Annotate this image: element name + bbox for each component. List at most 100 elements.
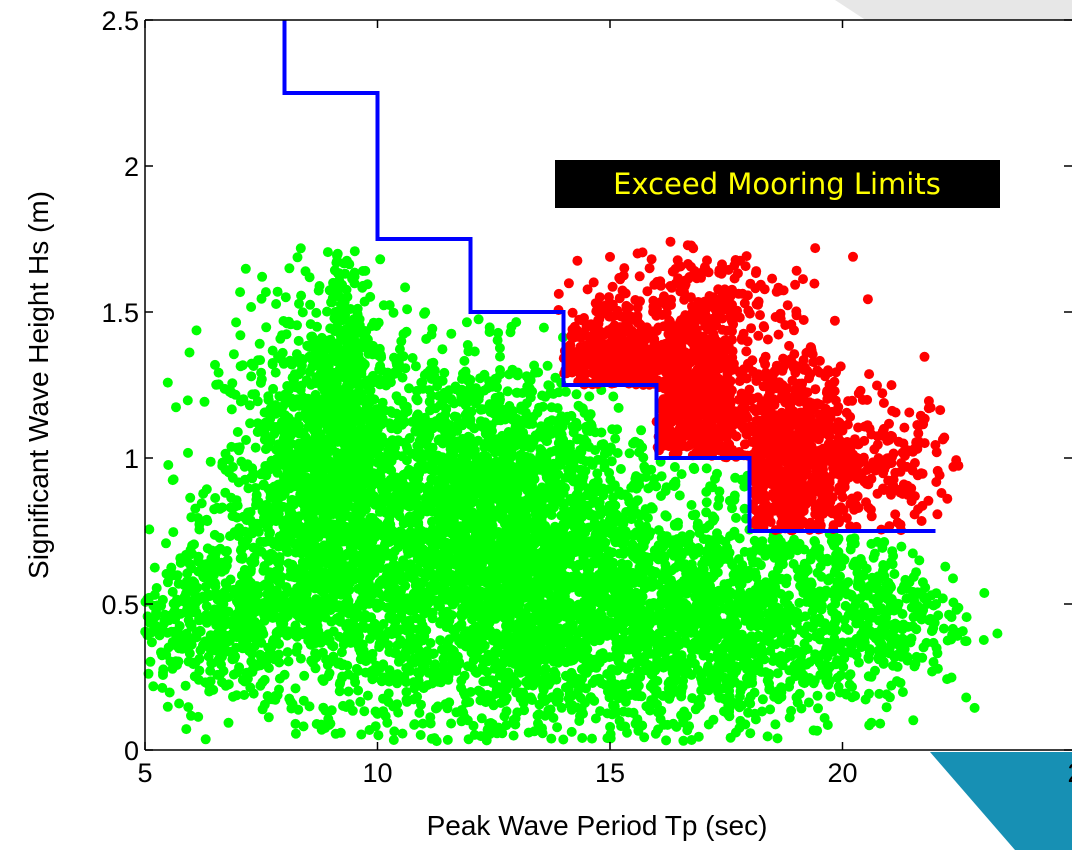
safe-point <box>389 352 399 363</box>
safe-point <box>425 712 436 723</box>
safe-point <box>317 452 328 463</box>
safe-point <box>232 512 242 523</box>
safe-point <box>348 328 359 339</box>
safe-point <box>473 314 484 325</box>
green-points-group <box>140 243 1003 747</box>
safe-point <box>236 456 247 467</box>
safe-point <box>209 504 220 515</box>
safe-point <box>375 254 386 265</box>
safe-point <box>596 427 607 438</box>
safe-point <box>277 407 287 418</box>
safe-point <box>353 529 364 540</box>
safe-point <box>270 367 281 378</box>
safe-point <box>686 500 697 510</box>
safe-point <box>293 424 304 435</box>
safe-point <box>261 499 272 510</box>
safe-point <box>282 546 293 557</box>
safe-point <box>386 604 397 615</box>
safe-point <box>263 394 274 405</box>
safe-point <box>201 514 212 525</box>
safe-point <box>300 266 311 277</box>
safe-point <box>494 392 505 403</box>
safe-point <box>246 302 257 312</box>
safe-point <box>456 619 467 630</box>
safe-point <box>513 609 524 620</box>
safe-point <box>349 613 360 624</box>
safe-point <box>358 601 368 611</box>
safe-point <box>400 282 411 293</box>
safe-point <box>184 347 195 358</box>
safe-point <box>368 370 378 381</box>
safe-point <box>257 467 268 478</box>
safe-point <box>235 287 246 298</box>
safe-point <box>234 442 245 453</box>
safe-point <box>213 379 224 390</box>
safe-point <box>613 654 624 665</box>
safe-point <box>399 560 410 571</box>
safe-point <box>514 599 525 610</box>
safe-point <box>301 593 312 604</box>
safe-point <box>322 422 333 433</box>
safe-point <box>494 670 505 681</box>
safe-point <box>338 565 349 576</box>
safe-point <box>335 330 346 341</box>
safe-point <box>402 304 413 315</box>
safe-point <box>542 360 553 371</box>
safe-point <box>409 719 420 730</box>
safe-point <box>285 418 296 429</box>
safe-point <box>364 477 374 488</box>
safe-point <box>426 733 437 744</box>
safe-point <box>442 734 453 745</box>
safe-point <box>584 391 595 402</box>
safe-point <box>561 514 572 525</box>
safe-point <box>305 299 316 310</box>
safe-point <box>268 383 279 394</box>
safe-point <box>310 563 321 574</box>
safe-point <box>347 429 358 440</box>
safe-point <box>301 453 312 464</box>
safe-point <box>306 379 316 390</box>
safe-point <box>325 605 336 616</box>
safe-point <box>624 448 635 459</box>
safe-point <box>308 485 318 496</box>
safe-point <box>669 520 680 531</box>
safe-point <box>384 647 395 657</box>
safe-point <box>370 422 380 433</box>
safe-point <box>637 442 648 453</box>
safe-point <box>254 338 265 349</box>
safe-point <box>475 373 486 384</box>
safe-point <box>325 341 336 352</box>
safe-point <box>413 675 424 686</box>
safe-point <box>299 497 310 508</box>
safe-point <box>639 732 650 743</box>
safe-point <box>396 351 407 362</box>
safe-point <box>228 349 239 360</box>
safe-point <box>284 263 295 274</box>
safe-point <box>232 427 243 437</box>
safe-point <box>235 361 246 372</box>
safe-point <box>343 580 354 590</box>
safe-point <box>674 490 685 501</box>
safe-point <box>552 722 563 733</box>
safe-point <box>200 734 211 745</box>
safe-point <box>478 676 489 687</box>
safe-point <box>440 584 451 595</box>
safe-point <box>461 697 472 708</box>
safe-point <box>296 290 307 301</box>
safe-point <box>183 447 193 458</box>
safe-point <box>394 511 405 522</box>
safe-point <box>587 733 597 744</box>
safe-point <box>415 598 426 609</box>
safe-point <box>372 547 383 558</box>
safe-point <box>490 646 500 657</box>
safe-point <box>585 409 596 420</box>
safe-point <box>343 531 354 542</box>
safe-point <box>459 355 470 366</box>
safe-point <box>417 620 428 631</box>
safe-point <box>355 654 366 665</box>
safe-point <box>386 423 397 434</box>
safe-point <box>251 500 261 510</box>
safe-point <box>484 718 495 729</box>
safe-point <box>499 711 510 722</box>
safe-point <box>307 331 318 342</box>
